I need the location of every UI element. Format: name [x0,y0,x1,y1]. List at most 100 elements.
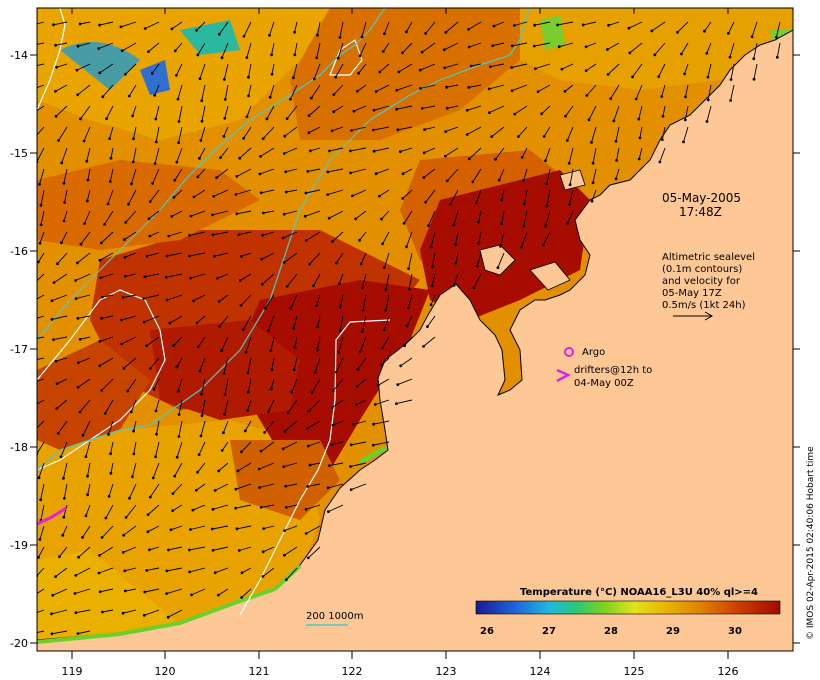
velocity-arrow-head [220,349,224,353]
velocity-arrow-head [177,120,181,123]
velocity-arrow-head [563,90,567,93]
velocity-arrow-229 [327,168,344,173]
velocity-arrow-333 [476,252,482,267]
velocity-arrow-head [384,309,388,312]
velocity-arrow-head [55,382,59,386]
velocity-arrow-395 [121,336,137,345]
velocity-arrow-291 [39,231,45,244]
velocity-arrow-101 [102,84,114,97]
velocity-arrow-head [326,170,330,174]
velocity-arrow-537 [62,525,68,536]
velocity-arrow-head [706,75,710,79]
velocity-arrow-331 [431,252,436,267]
velocity-arrow-50 [421,42,436,53]
altimetry-note-2: (0.1m contours) [662,264,742,275]
velocity-arrow-120 [537,84,551,92]
velocity-arrow-head [124,274,127,278]
velocity-arrow-483 [198,441,206,455]
velocity-arrow-154 [613,105,620,122]
velocity-arrow-head [496,266,500,269]
velocity-arrow-404 [338,336,344,353]
velocity-arrow-532 [261,504,275,508]
lat-tick-16: -16 [10,245,28,258]
velocity-arrow-head [371,443,375,447]
velocity-arrow-188 [37,147,45,162]
velocity-arrow-136 [201,105,206,122]
velocity-arrow-head [313,371,317,374]
velocity-arrow-487 [283,441,298,450]
velocity-arrow-head [401,172,405,176]
velocity-arrow-323 [241,252,252,257]
velocity-arrow-498 [174,462,183,477]
colorbar-tick-30: 30 [728,626,742,637]
velocity-arrow-342 [190,273,206,279]
velocity-arrow-head [285,117,289,120]
velocity-arrow-head [234,506,238,510]
velocity-arrow-head [33,404,36,407]
velocity-arrow-head [488,111,491,114]
velocity-arrow-head [566,221,570,225]
velocity-arrow-99 [55,84,68,92]
velocity-arrow-363 [218,294,229,302]
velocity-arrow-587 [102,609,114,613]
velocity-arrow-533 [286,504,298,508]
velocity-arrow-320 [166,252,183,257]
velocity-arrow-98 [37,84,45,89]
velocity-arrow-head [292,76,295,80]
velocity-arrow-head [304,507,308,511]
velocity-arrow-head [355,385,359,388]
velocity-arrow-522 [40,504,45,521]
velocity-arrow-195 [199,147,206,159]
velocity-arrow-175 [397,126,413,131]
velocity-arrow-336 [53,273,68,283]
velocity-arrow-head [258,172,262,176]
velocity-arrow-head [105,117,108,121]
velocity-arrow-87 [511,63,528,68]
velocity-arrow-head [378,194,381,198]
isobath-legend-label: 200 1000m [306,611,363,622]
velocity-arrow-27 [651,21,666,32]
velocity-arrow-head [637,117,641,121]
velocity-arrow-head [289,97,292,101]
velocity-arrow-113 [375,84,390,92]
velocity-arrow-132 [106,105,114,119]
velocity-arrow-head [331,240,334,243]
velocity-arrow-head [282,152,286,155]
velocity-arrow-57 [585,42,597,48]
velocity-arrow-110 [310,84,321,99]
velocity-arrow-100 [77,84,91,96]
velocity-arrow-head [259,191,263,195]
drifters-label-1: drifters@12h to [574,365,652,376]
velocity-arrow-head [101,95,105,99]
velocity-arrow-282 [381,210,390,220]
velocity-arrow-84 [444,63,459,69]
velocity-arrow-407 [404,336,413,346]
velocity-arrow-76 [271,63,275,75]
velocity-arrow-head [176,97,180,101]
velocity-arrow-476 [37,441,45,455]
velocity-arrow-head [658,160,662,164]
velocity-arrow-163 [133,126,137,139]
velocity-arrow-head [775,55,779,59]
velocity-arrow-257 [379,189,390,197]
velocity-arrow-176 [424,126,436,131]
velocity-arrow-200 [310,147,321,152]
velocity-arrow-head [267,329,270,332]
velocity-arrow-514 [196,483,206,491]
velocity-arrow-head [286,411,290,415]
velocity-arrow-head [216,277,219,280]
velocity-arrow-130 [55,105,68,117]
velocity-arrow-173 [351,126,367,131]
velocity-arrow-167 [223,126,229,137]
velocity-arrow-335 [37,273,45,282]
velocity-arrow-327 [336,252,344,264]
velocity-arrow-head [349,488,353,491]
velocity-arrow-202 [350,147,367,152]
velocity-arrow-313 [542,231,551,246]
velocity-arrow-head [407,287,411,291]
velocity-arrow-361 [167,294,183,301]
velocity-arrow-head [151,476,155,480]
velocity-arrow-head [57,139,60,142]
velocity-arrow-590 [167,609,183,618]
velocity-arrow-33 [37,42,45,45]
